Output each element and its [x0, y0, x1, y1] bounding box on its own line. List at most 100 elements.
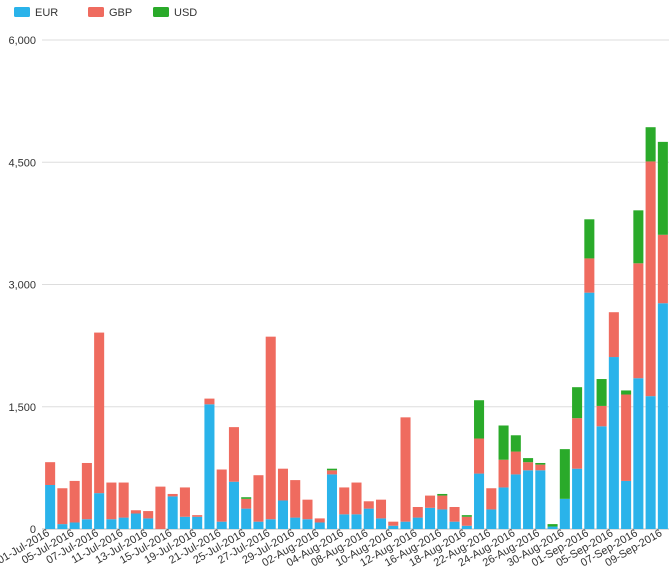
bar-segment-usd[interactable] [645, 127, 656, 162]
bar-segment-eur[interactable] [523, 470, 534, 529]
bar-segment-usd[interactable] [633, 210, 644, 264]
bar-segment-eur[interactable] [241, 508, 252, 529]
bar-segment-gbp[interactable] [143, 511, 154, 519]
bar-segment-gbp[interactable] [535, 464, 546, 471]
bar-segment-gbp[interactable] [363, 501, 374, 509]
bar-segment-usd[interactable] [437, 493, 448, 496]
bar-segment-usd[interactable] [241, 497, 252, 499]
bar-segment-eur[interactable] [400, 521, 411, 529]
bar-segment-gbp[interactable] [621, 394, 632, 481]
bar-segment-gbp[interactable] [45, 462, 56, 485]
bar-segment-gbp[interactable] [645, 161, 656, 397]
bar-segment-eur[interactable] [314, 522, 325, 529]
bar-segment-gbp[interactable] [510, 451, 521, 475]
bar-segment-gbp[interactable] [314, 518, 325, 523]
bar-segment-gbp[interactable] [474, 438, 485, 474]
bar-segment-gbp[interactable] [437, 495, 448, 510]
bar-segment-gbp[interactable] [228, 427, 239, 482]
bar-segment-eur[interactable] [167, 496, 178, 529]
bar-segment-eur[interactable] [559, 498, 570, 529]
bar-segment-gbp[interactable] [253, 475, 264, 522]
bar-segment-eur[interactable] [461, 525, 472, 529]
bar-segment-gbp[interactable] [486, 488, 497, 510]
bar-segment-eur[interactable] [277, 500, 288, 529]
bar-segment-eur[interactable] [388, 525, 399, 529]
bar-segment-gbp[interactable] [179, 487, 190, 517]
bar-segment-gbp[interactable] [94, 332, 105, 494]
bar-segment-eur[interactable] [608, 357, 619, 529]
bar-segment-usd[interactable] [510, 435, 521, 452]
bar-segment-usd[interactable] [326, 468, 338, 471]
bar-segment-gbp[interactable] [584, 258, 595, 293]
bar-segment-gbp[interactable] [523, 462, 534, 471]
bar-segment-usd[interactable] [523, 458, 534, 463]
bar-segment-gbp[interactable] [388, 521, 399, 526]
bar-segment-gbp[interactable] [461, 516, 472, 526]
bar-segment-eur[interactable] [339, 514, 350, 529]
bar-segment-gbp[interactable] [400, 417, 411, 522]
bar-segment-usd[interactable] [547, 524, 558, 527]
legend-item-gbp[interactable]: GBP [88, 7, 132, 19]
bar-segment-eur[interactable] [375, 518, 387, 529]
bar-segment-eur[interactable] [498, 487, 509, 529]
bar-segment-eur[interactable] [265, 519, 276, 529]
bar-segment-eur[interactable] [437, 509, 448, 529]
bar-segment-eur[interactable] [228, 481, 239, 529]
bar-segment-gbp[interactable] [351, 482, 362, 515]
legend-item-usd[interactable]: USD [153, 7, 197, 19]
bar-segment-eur[interactable] [94, 493, 105, 529]
bar-segment-gbp[interactable] [130, 510, 141, 514]
bar-segment-eur[interactable] [363, 508, 374, 529]
bar-segment-gbp[interactable] [498, 459, 509, 488]
bar-segment-eur[interactable] [474, 473, 485, 529]
bar-segment-eur[interactable] [633, 378, 644, 529]
bar-segment-gbp[interactable] [633, 263, 644, 379]
bar-segment-usd[interactable] [535, 462, 546, 465]
bar-segment-eur[interactable] [535, 470, 546, 529]
bar-segment-usd[interactable] [596, 379, 607, 406]
bar-segment-gbp[interactable] [106, 482, 117, 520]
bar-segment-eur[interactable] [596, 426, 607, 529]
bar-segment-eur[interactable] [449, 521, 460, 529]
bar-segment-eur[interactable] [118, 517, 129, 529]
bar-segment-gbp[interactable] [241, 498, 252, 509]
bar-segment-gbp[interactable] [326, 470, 338, 475]
legend[interactable]: EUR GBP USD [14, 7, 197, 19]
bar-segment-eur[interactable] [486, 509, 497, 529]
bar-segment-gbp[interactable] [425, 495, 436, 508]
bar-segment-eur[interactable] [69, 522, 80, 529]
bar-segment-gbp[interactable] [81, 462, 92, 520]
bar-segment-eur[interactable] [412, 517, 423, 529]
bar-segment-gbp[interactable] [608, 312, 619, 358]
bar-segment-gbp[interactable] [265, 336, 276, 520]
bar-segment-usd[interactable] [572, 387, 583, 419]
bar-segment-gbp[interactable] [657, 234, 668, 304]
bar-segment-gbp[interactable] [69, 480, 80, 523]
bar-segment-eur[interactable] [657, 303, 668, 529]
bar-segment-gbp[interactable] [57, 488, 68, 525]
bar-segment-gbp[interactable] [572, 418, 583, 469]
bar-segment-eur[interactable] [106, 519, 117, 529]
bar-segment-eur[interactable] [572, 468, 583, 529]
bar-segment-gbp[interactable] [302, 499, 313, 520]
bar-segment-eur[interactable] [584, 292, 595, 529]
bar-segment-eur[interactable] [143, 518, 154, 529]
legend-item-eur[interactable]: EUR [14, 7, 58, 19]
bar-segment-eur[interactable] [302, 519, 313, 529]
bar-segment-eur[interactable] [645, 396, 656, 529]
bar-segment-eur[interactable] [621, 480, 632, 529]
bar-segment-usd[interactable] [657, 141, 668, 235]
bar-segment-usd[interactable] [498, 425, 509, 460]
bar-segment-gbp[interactable] [339, 487, 350, 515]
bar-segment-gbp[interactable] [216, 469, 227, 522]
bar-segment-eur[interactable] [179, 516, 190, 529]
bar-segment-eur[interactable] [130, 513, 141, 529]
bar-segment-eur[interactable] [204, 404, 215, 529]
bar-segment-gbp[interactable] [290, 480, 301, 518]
bar-segment-eur[interactable] [425, 507, 436, 529]
bar-segment-eur[interactable] [326, 474, 338, 529]
bar-segment-eur[interactable] [192, 516, 203, 529]
bar-segment-usd[interactable] [621, 390, 632, 395]
bar-segment-gbp[interactable] [155, 486, 166, 529]
bar-segment-eur[interactable] [45, 484, 56, 529]
